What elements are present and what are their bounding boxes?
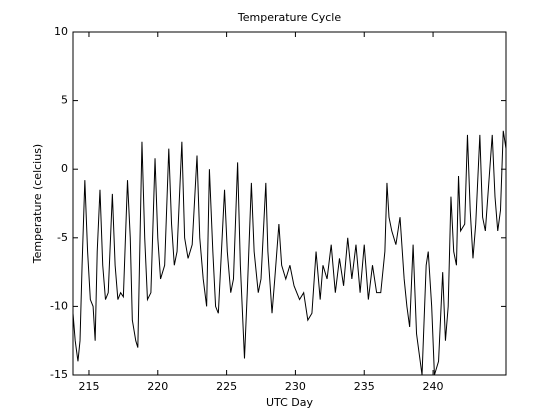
x-tick-label: 240 (423, 380, 444, 393)
y-axis-label: Temperature (celcius) (31, 144, 44, 264)
y-tick-label: 5 (61, 94, 68, 107)
x-tick-label: 220 (147, 380, 168, 393)
y-tick-label: -15 (50, 368, 68, 381)
x-tick-label: 235 (354, 380, 375, 393)
x-tick-label: 225 (216, 380, 237, 393)
x-axis-label: UTC Day (266, 396, 314, 409)
chart-title: Temperature Cycle (237, 11, 341, 24)
x-tick-label: 230 (285, 380, 306, 393)
plot-area (72, 31, 507, 376)
y-tick-label: 0 (61, 162, 68, 175)
temperature-line (73, 130, 506, 375)
x-tick-label: 215 (78, 380, 99, 393)
y-tick-label: 10 (54, 25, 68, 38)
y-tick-label: -5 (57, 231, 68, 244)
y-tick-label: -10 (50, 299, 68, 312)
